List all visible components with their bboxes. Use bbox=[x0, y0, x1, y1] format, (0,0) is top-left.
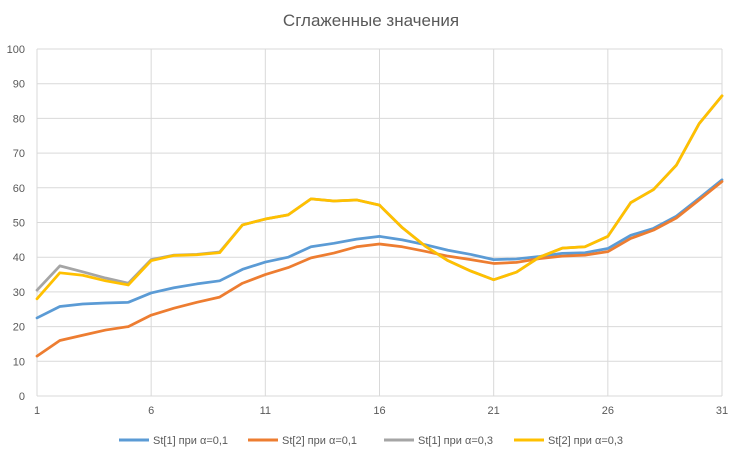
legend-label-4: St[2] при α=0,3 bbox=[548, 435, 623, 447]
x-tick-label: 16 bbox=[373, 405, 385, 417]
series-lines bbox=[35, 94, 724, 358]
x-tick-label: 26 bbox=[602, 405, 614, 417]
x-axis-ticks: 1 6 11 16 21 26 31 bbox=[34, 405, 728, 417]
series-line-4 bbox=[35, 94, 724, 301]
y-tick-label: 30 bbox=[13, 287, 25, 299]
series-line-2 bbox=[35, 180, 724, 358]
x-tick-label: 11 bbox=[260, 405, 271, 417]
y-tick-label: 80 bbox=[13, 113, 25, 125]
chart-title: Сглаженные значения bbox=[283, 11, 459, 30]
y-tick-label: 90 bbox=[13, 79, 25, 91]
legend-label-1: St[1] при α=0,1 bbox=[153, 435, 228, 447]
x-tick-label: 31 bbox=[716, 405, 728, 417]
y-tick-label: 40 bbox=[13, 252, 25, 264]
y-tick-label: 10 bbox=[13, 356, 25, 368]
series-line-1 bbox=[35, 178, 724, 320]
legend-label-3: St[1] при α=0,3 bbox=[418, 435, 493, 447]
y-tick-label: 0 bbox=[19, 391, 25, 403]
y-tick-label: 100 bbox=[7, 44, 25, 56]
x-tick-label: 21 bbox=[488, 405, 500, 417]
y-tick-label: 50 bbox=[13, 218, 25, 230]
y-tick-label: 20 bbox=[13, 322, 25, 334]
x-tick-label: 1 bbox=[34, 405, 40, 417]
gridlines bbox=[36, 48, 723, 397]
y-tick-label: 60 bbox=[13, 183, 25, 195]
x-tick-label: 6 bbox=[148, 405, 154, 417]
y-tick-label: 70 bbox=[13, 148, 25, 160]
legend: St[1] при α=0,1 St[2] при α=0,1 St[1] при … bbox=[119, 435, 623, 447]
y-axis-ticks: 0 10 20 30 40 50 60 70 80 90 100 bbox=[7, 44, 25, 403]
legend-label-2: St[2] при α=0,1 bbox=[282, 435, 357, 447]
